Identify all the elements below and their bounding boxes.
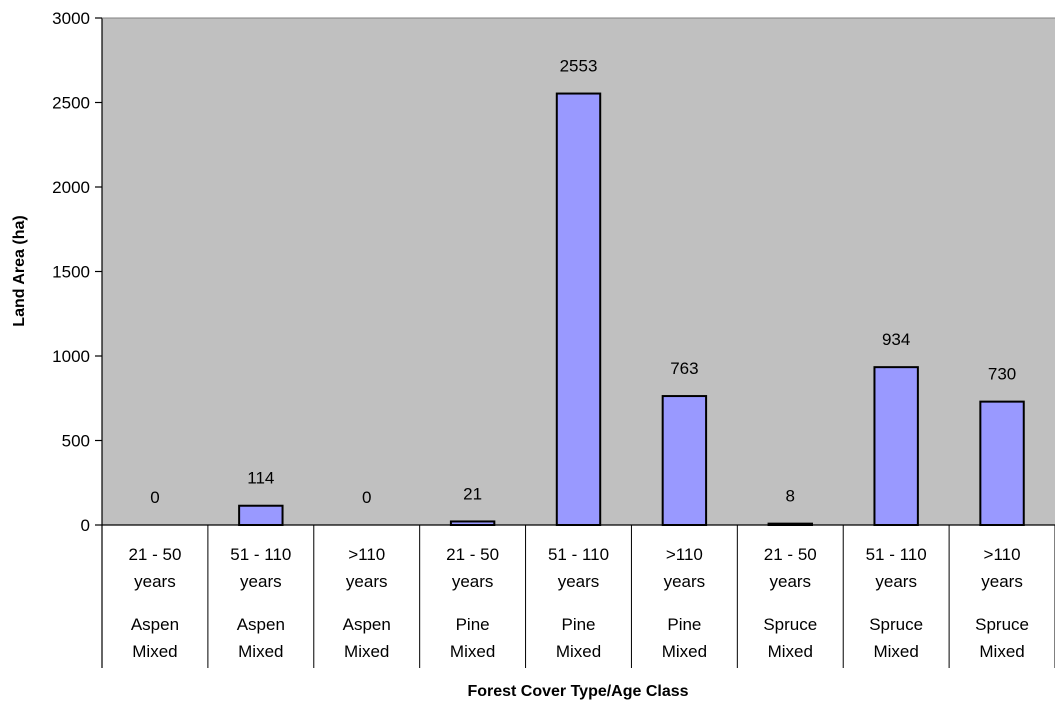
category-label: Mixed [873, 642, 918, 661]
category-label: Pine [561, 615, 595, 634]
bar [555, 92, 602, 526]
category-label: Pine [456, 615, 490, 634]
y-tick-label: 500 [62, 432, 90, 451]
y-tick-label: 0 [81, 516, 90, 535]
bar [873, 366, 919, 526]
category-label: >110 [984, 545, 1021, 564]
data-label: 114 [247, 469, 274, 488]
category-label: years [769, 572, 811, 591]
y-tick-label: 3000 [52, 9, 90, 28]
y-axis-ticks: 0 500 1000 1500 2000 2500 3000 [52, 9, 102, 535]
category-label: Aspen [131, 615, 179, 634]
category-label: Aspen [343, 615, 391, 634]
category-label: Mixed [768, 642, 813, 661]
bar [979, 400, 1025, 527]
category-label: 21 - 50 [128, 545, 181, 564]
category-label: 51 - 110 [230, 545, 291, 564]
category-label: Mixed [556, 642, 601, 661]
category-label: years [346, 572, 388, 591]
category-label: years [452, 572, 494, 591]
category-label: Spruce [869, 615, 923, 634]
bar [661, 395, 708, 527]
data-label: 2553 [560, 57, 598, 76]
category-label: 51 - 110 [548, 545, 609, 564]
category-label: 21 - 50 [446, 545, 499, 564]
category-label: Spruce [763, 615, 817, 634]
y-axis-title: Land Area (ha) [11, 215, 28, 326]
data-labels: 0 114 0 21 2553 763 8 934 730 [150, 57, 1016, 507]
data-label: 0 [150, 488, 159, 507]
category-label: Mixed [132, 642, 177, 661]
bars [238, 92, 1025, 527]
y-tick-label: 2500 [52, 94, 90, 113]
data-label: 763 [670, 359, 698, 378]
data-label: 0 [362, 488, 371, 507]
category-label: Mixed [344, 642, 389, 661]
category-label: Spruce [975, 615, 1029, 634]
category-label: 51 - 110 [866, 545, 927, 564]
category-label: >110 [348, 545, 385, 564]
bar [238, 504, 284, 527]
category-label: years [875, 572, 917, 591]
category-label: Pine [667, 615, 701, 634]
category-label: 21 - 50 [764, 545, 817, 564]
category-label: Aspen [237, 615, 285, 634]
category-label: Mixed [662, 642, 707, 661]
category-labels: 21 - 50 years Aspen Mixed 51 - 110 years Aspen… [101, 525, 1055, 668]
data-label: 730 [988, 365, 1016, 384]
y-tick-label: 1000 [52, 347, 90, 366]
category-label: >110 [666, 545, 703, 564]
data-label: 934 [882, 330, 910, 349]
x-axis-title: Forest Cover Type/Age Class [467, 683, 688, 700]
category-label: years [240, 572, 282, 591]
category-label: Mixed [238, 642, 283, 661]
category-label: years [664, 572, 706, 591]
category-label: years [558, 572, 600, 591]
y-tick-label: 2000 [52, 178, 90, 197]
category-label: years [134, 572, 176, 591]
category-label: years [981, 572, 1023, 591]
data-label: 8 [786, 487, 795, 506]
y-tick-label: 1500 [52, 263, 90, 282]
category-label: Mixed [450, 642, 495, 661]
data-label: 21 [463, 484, 482, 503]
category-label: Mixed [979, 642, 1024, 661]
